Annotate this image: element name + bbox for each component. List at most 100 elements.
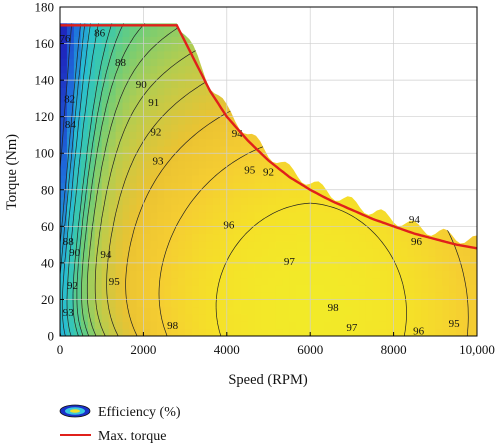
heatmap-cell <box>233 211 242 220</box>
heatmap-cell <box>226 328 235 336</box>
heatmap-cell <box>296 219 304 227</box>
heatmap-cell <box>164 182 172 191</box>
heatmap-cell <box>115 204 124 213</box>
heatmap-cell <box>108 102 117 110</box>
heatmap-cell <box>178 277 186 286</box>
heatmap-cell <box>226 109 235 118</box>
heatmap-cell <box>136 197 144 205</box>
heatmap-cell <box>247 233 256 242</box>
heatmap-cell <box>233 219 242 227</box>
heatmap-cell <box>94 175 103 184</box>
heatmap-cell <box>164 321 172 330</box>
heatmap-cell <box>94 328 103 336</box>
heatmap-cell <box>463 262 471 271</box>
heatmap-cell <box>226 262 235 271</box>
heatmap-cell <box>66 43 75 52</box>
heatmap-cell <box>122 145 131 154</box>
heatmap-cell <box>143 277 151 286</box>
heatmap-cell <box>87 160 96 169</box>
heatmap-cell <box>80 262 89 271</box>
heatmap-cell <box>421 321 429 330</box>
heatmap-cell <box>157 65 165 74</box>
heatmap-cell <box>324 211 332 220</box>
heatmap-cell <box>73 284 82 293</box>
heatmap-cell <box>449 262 457 271</box>
heatmap-cell <box>289 299 297 308</box>
heatmap-cell <box>331 284 339 293</box>
heatmap-cell <box>400 299 409 308</box>
heatmap-cell <box>171 284 179 293</box>
heatmap-cell <box>351 292 360 301</box>
heatmap-cell <box>449 292 457 301</box>
heatmap-cell <box>233 306 242 315</box>
contour-labels: 7682848688909192938890929394959596979898… <box>60 28 461 338</box>
heatmap-cell <box>240 284 249 293</box>
heatmap-cell <box>73 65 82 74</box>
heatmap-cell <box>108 262 117 271</box>
heatmap-cell <box>282 226 290 235</box>
y-tick-label: 100 <box>35 146 55 161</box>
heatmap-cell <box>129 80 138 89</box>
heatmap-cell <box>219 240 228 249</box>
heatmap-cell <box>212 189 221 198</box>
heatmap-cell <box>240 306 249 315</box>
heatmap-cell <box>379 321 388 330</box>
heatmap-cell <box>317 314 325 322</box>
heatmap-cell <box>80 321 89 330</box>
heatmap-cell <box>122 226 131 235</box>
heatmap-cell <box>171 175 179 184</box>
heatmap-cell <box>164 50 172 59</box>
heatmap-cell <box>157 262 165 271</box>
heatmap-cell <box>358 314 367 322</box>
heatmap-cell <box>261 240 270 249</box>
heatmap-cell <box>115 211 124 220</box>
y-tick-label: 20 <box>41 292 54 307</box>
heatmap-cell <box>289 167 297 176</box>
heatmap-cell <box>261 175 270 184</box>
heatmap-cell <box>358 277 367 286</box>
heatmap-cell <box>463 284 471 293</box>
heatmap-cell <box>351 255 360 264</box>
heatmap-cell <box>400 292 409 301</box>
heatmap-cell <box>129 116 138 125</box>
heatmap-cell <box>317 204 325 213</box>
heatmap-cell <box>240 277 249 286</box>
heatmap-cell <box>87 50 96 59</box>
heatmap-cell <box>129 262 138 271</box>
heatmap-cell <box>143 167 151 176</box>
heatmap-cell <box>393 248 402 257</box>
heatmap-cell <box>178 189 186 198</box>
heatmap-cell <box>226 211 235 220</box>
heatmap-cell <box>73 189 82 198</box>
heatmap-cell <box>268 226 277 235</box>
heatmap-cell <box>254 284 263 293</box>
heatmap-cell <box>80 94 89 103</box>
contour-label: 91 <box>148 97 159 109</box>
heatmap-cell <box>94 123 103 132</box>
heatmap-cell <box>442 233 450 242</box>
heatmap-cell <box>185 211 193 220</box>
contour-label: 92 <box>263 167 274 179</box>
heatmap-cell <box>199 102 207 110</box>
heatmap-cell <box>199 270 207 279</box>
heatmap-cell <box>233 328 242 336</box>
heatmap-cell <box>289 277 297 286</box>
heatmap-cell <box>122 204 131 213</box>
heatmap-cell <box>192 65 200 74</box>
heatmap-cell <box>442 255 450 264</box>
heatmap-cell <box>157 80 165 89</box>
heatmap-cell <box>282 189 290 198</box>
heatmap-cell <box>94 131 103 140</box>
heatmap-cell <box>192 94 200 103</box>
heatmap-cell <box>400 240 409 249</box>
heatmap-cell <box>351 226 360 235</box>
legend-efficiency-swatch <box>59 404 91 418</box>
heatmap-cell <box>268 284 277 293</box>
heatmap-cell <box>407 328 416 336</box>
heatmap-cell <box>66 306 75 315</box>
heatmap-cell <box>192 189 200 198</box>
heatmap-cell <box>101 240 110 249</box>
heatmap-cell <box>87 284 96 293</box>
heatmap-cell <box>94 145 103 154</box>
contour-label: 97 <box>346 322 358 334</box>
